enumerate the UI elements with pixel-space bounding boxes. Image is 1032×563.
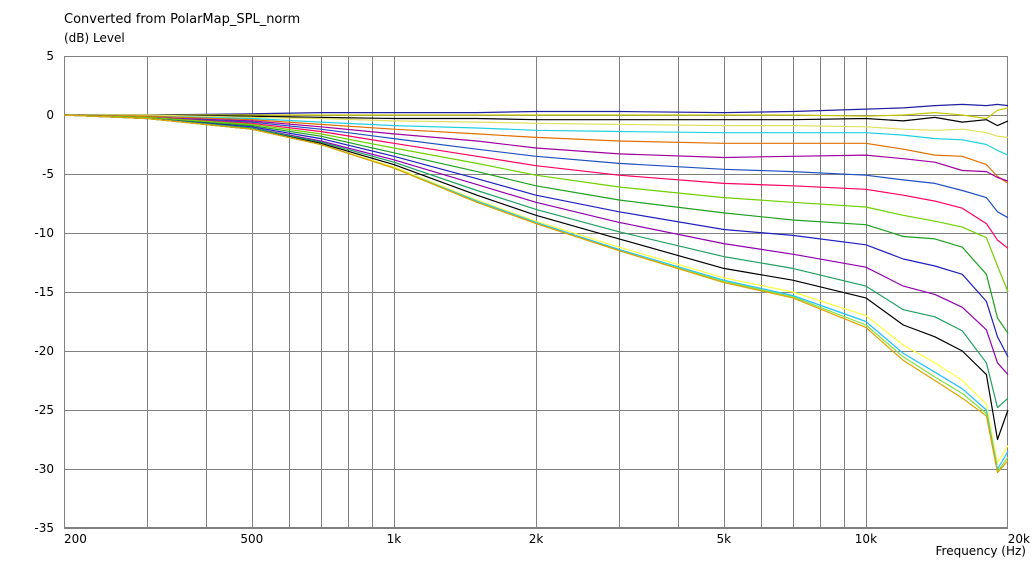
y-tick-label: -25 (34, 403, 54, 417)
y-tick-label: -10 (34, 226, 54, 240)
x-tick-label: 10k (855, 532, 877, 546)
y-tick-label: -5 (42, 167, 54, 181)
x-tick-label: 200 (64, 532, 87, 546)
x-tick-label: 1k (387, 532, 402, 546)
y-tick-label: -20 (34, 344, 54, 358)
x-tick-label: 2k (529, 532, 544, 546)
series-line-11 (63, 114, 1009, 334)
series-line-15 (63, 114, 1009, 441)
series-line-9 (63, 114, 1009, 249)
series-line-10 (63, 114, 1009, 293)
x-tick-label: 5k (717, 532, 732, 546)
y-tick-label: -15 (34, 285, 54, 299)
series-line-5 (63, 114, 1009, 156)
series-line-4 (64, 114, 1009, 138)
y-tick-label: -30 (34, 462, 54, 476)
y-axis-label: (dB) Level (64, 31, 125, 45)
y-tick-label: 5 (46, 49, 54, 63)
series-line-14 (63, 114, 1009, 409)
series-line-12 (63, 114, 1009, 358)
x-axis-label: Frequency (Hz) (935, 544, 1027, 558)
y-tick-label: -35 (34, 521, 54, 535)
series-line-13 (63, 114, 1009, 375)
series-line-3 (64, 114, 1009, 127)
x-tick-label: 20k (1008, 532, 1030, 546)
series-line-6 (63, 114, 1009, 184)
series-line-19 (63, 114, 1009, 474)
series-line-2 (64, 107, 1009, 120)
series-line-8 (63, 114, 1009, 219)
series-line-1 (64, 103, 1009, 116)
x-tick-label: 500 (240, 532, 263, 546)
y-tick-label: 0 (46, 108, 54, 122)
chart-title: Converted from PolarMap_SPL_norm (64, 12, 301, 27)
series-line-7 (63, 114, 1009, 182)
